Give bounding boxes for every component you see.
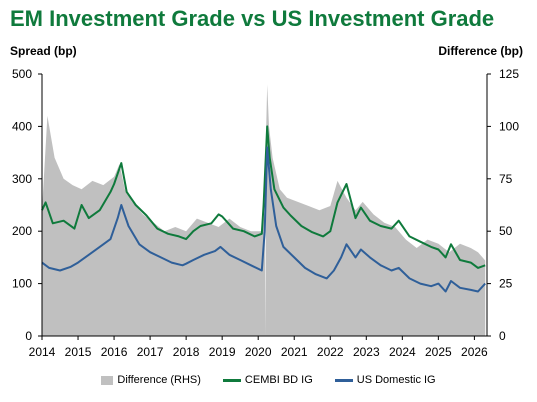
us-domestic-ig-line — [41, 146, 486, 293]
x-tick-label: 2025 — [425, 345, 452, 359]
x-tick-label: 2019 — [209, 345, 236, 359]
y-axis-right-label: Difference (bp) — [438, 44, 523, 58]
y-tick-label-right: 0 — [499, 329, 506, 343]
legend-swatch-cembi — [222, 378, 241, 382]
legend-label-us-ig: US Domestic IG — [356, 374, 436, 386]
x-tick-label: 2020 — [245, 345, 272, 359]
x-tick-label: 2023 — [353, 345, 380, 359]
x-tick-label: 2021 — [281, 345, 308, 359]
x-tick-label: 2017 — [137, 345, 164, 359]
difference-area — [42, 84, 486, 336]
y-tick-label-right: 125 — [499, 67, 519, 81]
legend: Difference (RHS) CEMBI BD IG US Domestic… — [0, 374, 537, 386]
y-tick-label-right: 25 — [499, 277, 513, 291]
x-tick-label: 2026 — [461, 345, 488, 359]
y-tick-label-right: 100 — [499, 119, 519, 133]
y-tick-label-left: 200 — [12, 224, 32, 238]
y-axis-left-label: Spread (bp) — [10, 44, 77, 58]
cembi-bd-ig-line — [41, 125, 486, 269]
x-tick-label: 2022 — [317, 345, 344, 359]
legend-swatch-difference — [101, 375, 114, 385]
y-tick-label-left: 0 — [25, 329, 32, 343]
x-tick-label: 2015 — [65, 345, 92, 359]
y-tick-label-right: 50 — [499, 224, 513, 238]
x-tick-label: 2024 — [389, 345, 416, 359]
legend-item-difference: Difference (RHS) — [101, 374, 201, 386]
x-tick-label: 2014 — [29, 345, 56, 359]
x-tick-label: 2018 — [173, 345, 200, 359]
legend-item-cembi: CEMBI BD IG — [222, 374, 313, 386]
y-tick-label-left: 300 — [12, 172, 32, 186]
legend-label-cembi: CEMBI BD IG — [244, 374, 313, 386]
y-tick-label-left: 100 — [12, 277, 32, 291]
legend-item-us-ig: US Domestic IG — [334, 374, 436, 386]
x-tick-label: 2016 — [101, 345, 128, 359]
legend-swatch-us-ig — [334, 378, 353, 382]
y-tick-label-left: 400 — [12, 119, 32, 133]
y-tick-label-right: 75 — [499, 172, 513, 186]
y-tick-label-left: 500 — [12, 67, 32, 81]
chart-title: EM Investment Grade vs US Investment Gra… — [10, 6, 495, 31]
legend-label-difference: Difference (RHS) — [117, 374, 201, 386]
